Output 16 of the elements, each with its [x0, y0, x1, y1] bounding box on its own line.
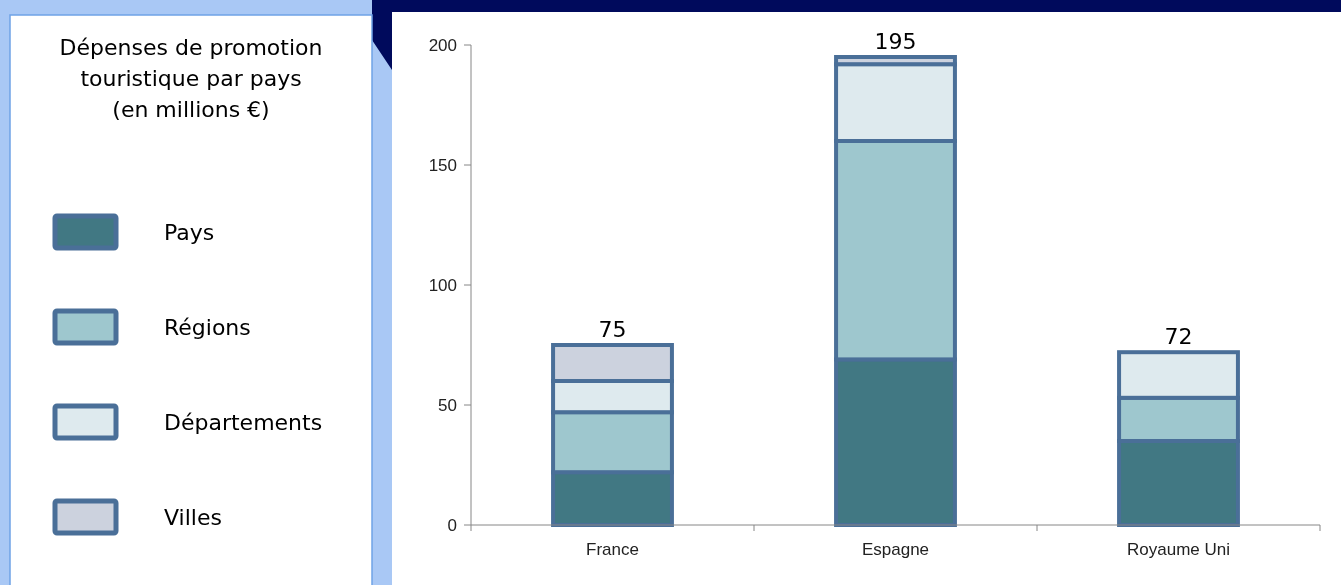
legend-label: Villes [164, 505, 222, 530]
y-tick-label: 0 [447, 516, 457, 535]
y-tick-label: 150 [428, 156, 457, 175]
total-label: 72 [1164, 324, 1193, 350]
x-tick-label: Espagne [861, 540, 930, 559]
total-label: 75 [598, 317, 627, 342]
y-tick-label: 100 [428, 276, 457, 295]
text: Dépenses de promotion touristique par pays (en millions €) [59, 35, 323, 122]
x-tick-label: France [586, 540, 639, 559]
total-label: 195 [874, 29, 917, 54]
x-tick-label: Royaume Uni [1127, 540, 1230, 559]
legend-label: Départements [164, 410, 323, 435]
y-tick-label: 200 [428, 36, 457, 55]
y-tick-label: 50 [438, 396, 457, 415]
legend-label: Pays [164, 220, 215, 245]
legend-label: Régions [164, 315, 251, 340]
